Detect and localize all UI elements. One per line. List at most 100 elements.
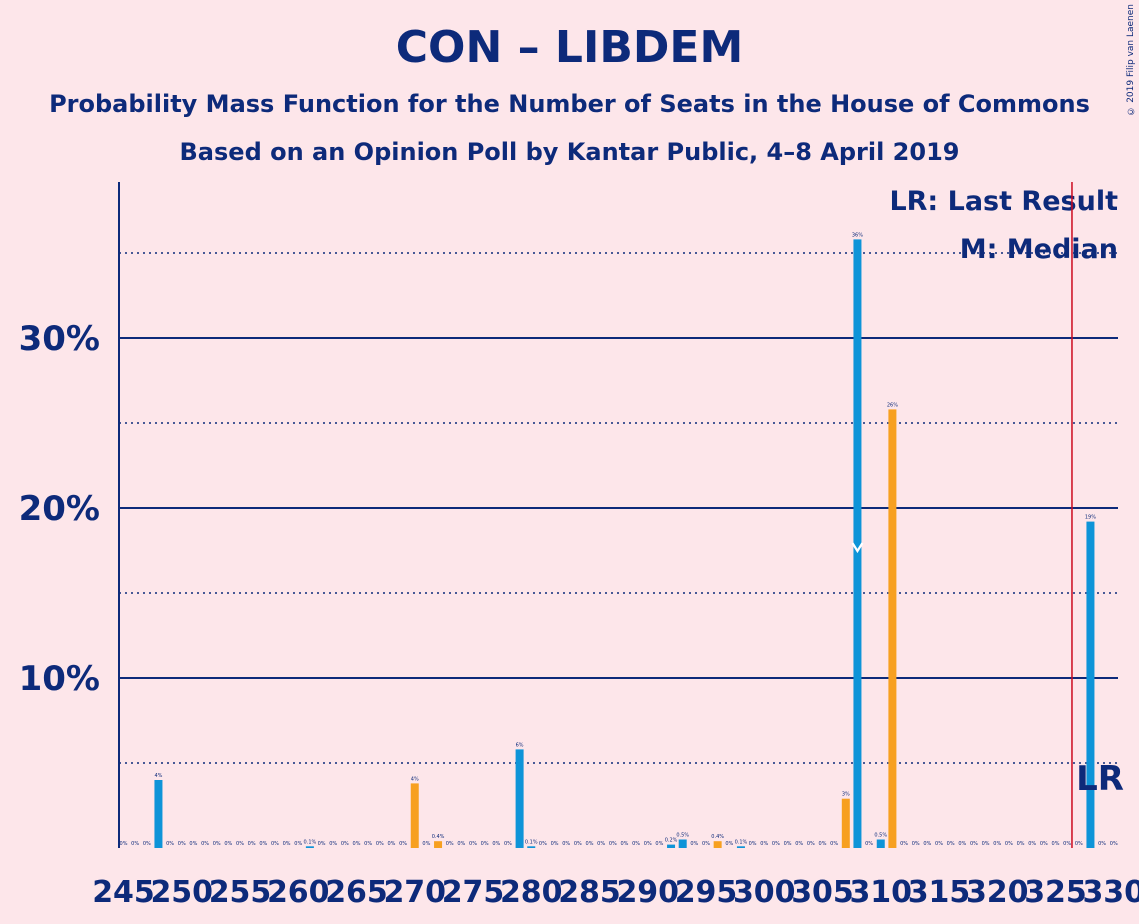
bar-value-label: 0%	[399, 841, 407, 847]
bar-value-label: 4%	[411, 776, 419, 782]
bar-value-label: 0%	[597, 841, 605, 847]
chart-title: CON – LIBDEM	[395, 22, 744, 73]
bar-value-label: 0%	[213, 841, 221, 847]
bar-value-label: 0%	[364, 841, 372, 847]
bar	[841, 798, 850, 848]
bar-value-label: 0%	[504, 841, 512, 847]
y-axis-ticks: 10% 20% 30%	[19, 319, 100, 699]
bar-value-label: 0.1%	[304, 839, 317, 845]
x-tick-label: 285	[558, 875, 621, 910]
bar-value-label: 0%	[271, 841, 279, 847]
x-tick-label: 330	[1082, 875, 1139, 910]
bar-value-label: 0%	[819, 841, 827, 847]
bar-value-label: 0%	[1098, 841, 1106, 847]
bar-value-label: 0%	[760, 841, 768, 847]
bar-value-label: 19%	[1085, 515, 1096, 521]
bar-value-label: 0%	[120, 841, 128, 847]
bar-value-label: 0%	[387, 841, 395, 847]
bar-value-label: 0%	[900, 841, 908, 847]
legend-median: M: Median	[960, 234, 1118, 265]
x-tick-label: 320	[966, 875, 1029, 910]
bar-value-label: 0%	[702, 841, 710, 847]
bar-value-label: 0%	[620, 841, 628, 847]
bar-value-label: 0%	[807, 841, 815, 847]
bar-value-label: 0%	[1110, 841, 1118, 847]
bar-value-label: 0%	[318, 841, 326, 847]
bar-value-label: 0%	[224, 841, 232, 847]
bar-value-label: 3%	[842, 792, 850, 798]
x-tick-label: 255	[209, 875, 272, 910]
bar-value-label: 0%	[201, 841, 209, 847]
bar-value-label: 0%	[1005, 841, 1013, 847]
bar-value-label: 0%	[353, 841, 361, 847]
bar-value-label: 0%	[294, 841, 302, 847]
bar-value-label: 0.5%	[874, 833, 887, 839]
bar-value-label: 0%	[947, 841, 955, 847]
bar-value-label: 0%	[1075, 841, 1083, 847]
bar	[1086, 521, 1095, 848]
bar-value-label: 0%	[469, 841, 477, 847]
bar-value-label: 0%	[725, 841, 733, 847]
x-tick-label: 305	[791, 875, 854, 910]
bar-value-label: 0%	[376, 841, 384, 847]
x-axis-ticks: 2452502552602652702752802852902953003053…	[92, 875, 1139, 910]
bar-value-label: 0%	[632, 841, 640, 847]
value-labels: 0% 0% 0%4%0% 0% 0% 0% 0% 0% 0% 0% 0% 0% 0% 0% 0.1% 0% 0%…	[120, 232, 1118, 847]
chart-subtitle: Probability Mass Function for the Number…	[49, 90, 1090, 118]
bar-value-label: 0%	[958, 841, 966, 847]
bar-value-label: 0%	[166, 841, 174, 847]
bar-value-label: 0%	[446, 841, 454, 847]
bar-value-label: 0%	[865, 841, 873, 847]
x-tick-label: 280	[500, 875, 563, 910]
bar-value-label: 0.4%	[432, 834, 445, 840]
bar-value-label: 0%	[982, 841, 990, 847]
bar-value-label: 0%	[655, 841, 663, 847]
bar-value-label: 0%	[784, 841, 792, 847]
bar-value-label: 0%	[970, 841, 978, 847]
bar-value-label: 0%	[492, 841, 500, 847]
bar-value-label: 0.4%	[711, 834, 724, 840]
bar-value-label: 0.1%	[525, 839, 538, 845]
bar-value-label: 0%	[481, 841, 489, 847]
chart-source-subtitle: Based on an Opinion Poll by Kantar Publi…	[179, 138, 960, 166]
bar-value-label: 0%	[189, 841, 197, 847]
last-result-label: LR	[1076, 759, 1124, 799]
bar-value-label: 0%	[644, 841, 652, 847]
bar-value-label: 0%	[457, 841, 465, 847]
x-tick-label: 295	[675, 875, 738, 910]
bar-value-label: 0%	[539, 841, 547, 847]
bar	[678, 839, 687, 848]
y-tick-label: 30%	[19, 319, 100, 359]
bar-value-label: 0%	[690, 841, 698, 847]
x-tick-label: 290	[616, 875, 679, 910]
bar-value-label: 0%	[609, 841, 617, 847]
bars-group	[154, 239, 1095, 848]
legend-last-result: LR: Last Result	[889, 186, 1118, 217]
bar-value-label: 0%	[551, 841, 559, 847]
median-marker	[851, 542, 864, 554]
bar-value-label: 0%	[1052, 841, 1060, 847]
bar	[853, 239, 862, 848]
bar-value-label: 0%	[772, 841, 780, 847]
bar-value-label: 0%	[329, 841, 337, 847]
bar-value-label: 0%	[248, 841, 256, 847]
bar	[876, 839, 885, 848]
bar-value-label: 36%	[852, 232, 863, 238]
bar-value-label: 0%	[1063, 841, 1071, 847]
bar-value-label: 0%	[1028, 841, 1036, 847]
bar	[305, 846, 314, 848]
bar	[434, 841, 443, 848]
bar	[736, 846, 745, 848]
x-tick-label: 250	[150, 875, 213, 910]
bar-value-label: 0%	[143, 841, 151, 847]
bar-value-label: 0.1%	[735, 839, 748, 845]
bar-value-label: 26%	[887, 402, 898, 408]
x-tick-label: 310	[849, 875, 912, 910]
bar-value-label: 0%	[236, 841, 244, 847]
bar	[888, 409, 897, 848]
bar-value-label: 0%	[178, 841, 186, 847]
bar	[410, 783, 419, 848]
bar-value-label: 0%	[1040, 841, 1048, 847]
bar-value-label: 0%	[993, 841, 1001, 847]
